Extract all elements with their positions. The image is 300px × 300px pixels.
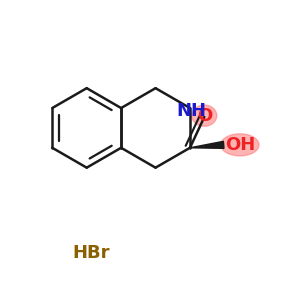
- Text: NH: NH: [176, 102, 206, 120]
- Text: O: O: [197, 106, 212, 124]
- Text: HBr: HBr: [72, 244, 110, 262]
- Polygon shape: [190, 141, 224, 148]
- Ellipse shape: [221, 134, 259, 156]
- Text: OH: OH: [225, 136, 255, 154]
- Ellipse shape: [192, 105, 217, 126]
